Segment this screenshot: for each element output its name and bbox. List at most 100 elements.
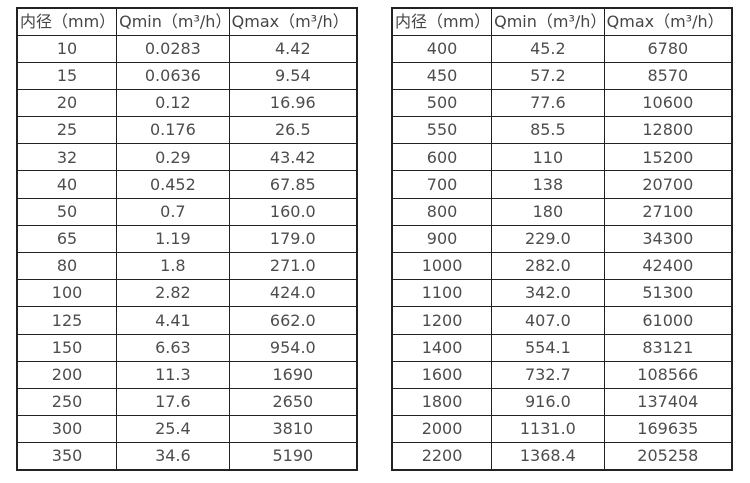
table-cell-diameter: 400 bbox=[391, 34, 493, 63]
table-cell-diameter: 1200 bbox=[391, 306, 493, 335]
table-cell-qmin: 282.0 bbox=[491, 251, 605, 281]
table-cell-diameter: 1800 bbox=[391, 387, 493, 417]
table-cell-diameter: 1100 bbox=[391, 279, 493, 308]
table-cell-qmax: 1690 bbox=[228, 360, 358, 389]
table-cell-qmin: 916.0 bbox=[491, 387, 605, 417]
table-cell-qmin: 1.8 bbox=[116, 251, 230, 281]
table-cell-diameter: 15 bbox=[16, 61, 118, 90]
table-cell-qmin: 6.63 bbox=[116, 333, 230, 362]
table-cell-qmax: 51300 bbox=[603, 279, 733, 308]
table-cell-qmin: 1131.0 bbox=[491, 415, 605, 444]
table-cell-qmax: 108566 bbox=[603, 360, 733, 389]
table-cell-diameter: 1400 bbox=[391, 333, 493, 362]
flow-table-large-diameters: 内径（mm） Qmin（m³/h） Qmax（m³/h） 400 45.2 6780 450… bbox=[391, 7, 733, 471]
table-row: 800 180 27100 bbox=[391, 197, 733, 226]
table-row: 1800 916.0 137404 bbox=[391, 387, 733, 417]
table-cell-diameter: 20 bbox=[16, 88, 118, 118]
table-cell-qmin: 1.19 bbox=[116, 224, 230, 254]
table-cell-diameter: 150 bbox=[16, 333, 118, 362]
table-row: 400 45.2 6780 bbox=[391, 34, 733, 63]
table-row: 125 4.41 662.0 bbox=[16, 306, 358, 335]
table-cell-qmin: 138 bbox=[491, 170, 605, 199]
table-cell-diameter: 32 bbox=[16, 143, 118, 172]
table-cell-qmin: 0.176 bbox=[116, 116, 230, 145]
table-cell-qmax: 662.0 bbox=[228, 306, 358, 335]
table-row: 25 0.176 26.5 bbox=[16, 116, 358, 145]
table-cell-diameter: 50 bbox=[16, 197, 118, 226]
table-cell-diameter: 500 bbox=[391, 88, 493, 118]
table-cell-qmin: 407.0 bbox=[491, 306, 605, 335]
table-cell-diameter: 550 bbox=[391, 116, 493, 145]
flow-table-small-diameters: 内径（mm） Qmin（m³/h） Qmax（m³/h） 10 0.0283 4.42 15… bbox=[16, 7, 358, 471]
header-row: 内径（mm） Qmin（m³/h） Qmax（m³/h） bbox=[16, 7, 358, 36]
table-cell-qmin: 0.7 bbox=[116, 197, 230, 226]
table-cell-qmin: 77.6 bbox=[491, 88, 605, 118]
table-row: 10 0.0283 4.42 bbox=[16, 34, 358, 63]
table-row: 20 0.12 16.96 bbox=[16, 88, 358, 118]
table-cell-qmin: 25.4 bbox=[116, 415, 230, 444]
table-row: 100 2.82 424.0 bbox=[16, 279, 358, 308]
table-cell-qmax: 160.0 bbox=[228, 197, 358, 226]
table-cell-qmin: 229.0 bbox=[491, 224, 605, 254]
table-row: 15 0.0636 9.54 bbox=[16, 61, 358, 90]
table-cell-diameter: 10 bbox=[16, 34, 118, 63]
table-row: 450 57.2 8570 bbox=[391, 61, 733, 90]
table-cell-diameter: 125 bbox=[16, 306, 118, 335]
table-cell-qmax: 6780 bbox=[603, 34, 733, 63]
table-cell-qmax: 179.0 bbox=[228, 224, 358, 254]
table-cell-diameter: 1000 bbox=[391, 251, 493, 281]
table-cell-qmax: 5190 bbox=[228, 442, 358, 471]
table-cell-diameter: 300 bbox=[16, 415, 118, 444]
table-row: 250 17.6 2650 bbox=[16, 387, 358, 417]
table-row: 300 25.4 3810 bbox=[16, 415, 358, 444]
table-cell-qmax: 10600 bbox=[603, 88, 733, 118]
table-cell-qmin: 342.0 bbox=[491, 279, 605, 308]
table-cell-diameter: 40 bbox=[16, 170, 118, 199]
table-cell-qmin: 85.5 bbox=[491, 116, 605, 145]
header-cell-qmin: Qmin（m³/h） bbox=[116, 7, 230, 36]
table-cell-qmin: 2.82 bbox=[116, 279, 230, 308]
header-row: 内径（mm） Qmin（m³/h） Qmax（m³/h） bbox=[391, 7, 733, 36]
table-row: 150 6.63 954.0 bbox=[16, 333, 358, 362]
table-row: 1400 554.1 83121 bbox=[391, 333, 733, 362]
table-cell-qmax: 3810 bbox=[228, 415, 358, 444]
table-cell-qmax: 2650 bbox=[228, 387, 358, 417]
table-cell-qmax: 61000 bbox=[603, 306, 733, 335]
table-cell-qmin: 17.6 bbox=[116, 387, 230, 417]
header-cell-qmax: Qmax（m³/h） bbox=[603, 7, 733, 36]
header-cell-qmax: Qmax（m³/h） bbox=[228, 7, 358, 36]
table-cell-diameter: 65 bbox=[16, 224, 118, 254]
table-cell-qmin: 0.0283 bbox=[116, 34, 230, 63]
table-row: 500 77.6 10600 bbox=[391, 88, 733, 118]
table-cell-qmax: 424.0 bbox=[228, 279, 358, 308]
table-cell-qmax: 271.0 bbox=[228, 251, 358, 281]
table-row: 1100 342.0 51300 bbox=[391, 279, 733, 308]
table-row: 65 1.19 179.0 bbox=[16, 224, 358, 254]
header-cell-qmin: Qmin（m³/h） bbox=[491, 7, 605, 36]
table-cell-qmax: 67.85 bbox=[228, 170, 358, 199]
table-cell-diameter: 600 bbox=[391, 143, 493, 172]
table-row: 50 0.7 160.0 bbox=[16, 197, 358, 226]
table-row: 2000 1131.0 169635 bbox=[391, 415, 733, 444]
table-cell-qmax: 20700 bbox=[603, 170, 733, 199]
table-cell-qmax: 27100 bbox=[603, 197, 733, 226]
header-cell-diameter: 内径（mm） bbox=[16, 7, 118, 36]
table-cell-diameter: 2000 bbox=[391, 415, 493, 444]
table-row: 700 138 20700 bbox=[391, 170, 733, 199]
table-row: 1000 282.0 42400 bbox=[391, 251, 733, 281]
table-cell-qmax: 83121 bbox=[603, 333, 733, 362]
header-cell-diameter: 内径（mm） bbox=[391, 7, 493, 36]
table-cell-qmin: 1368.4 bbox=[491, 442, 605, 471]
table-cell-qmax: 42400 bbox=[603, 251, 733, 281]
table-cell-diameter: 100 bbox=[16, 279, 118, 308]
table-cell-qmin: 0.452 bbox=[116, 170, 230, 199]
table-cell-qmax: 137404 bbox=[603, 387, 733, 417]
table-cell-qmin: 180 bbox=[491, 197, 605, 226]
table-row: 1600 732.7 108566 bbox=[391, 360, 733, 389]
table-cell-diameter: 700 bbox=[391, 170, 493, 199]
table-row: 1200 407.0 61000 bbox=[391, 306, 733, 335]
table-cell-qmin: 110 bbox=[491, 143, 605, 172]
table-cell-diameter: 80 bbox=[16, 251, 118, 281]
table-cell-diameter: 2200 bbox=[391, 442, 493, 471]
